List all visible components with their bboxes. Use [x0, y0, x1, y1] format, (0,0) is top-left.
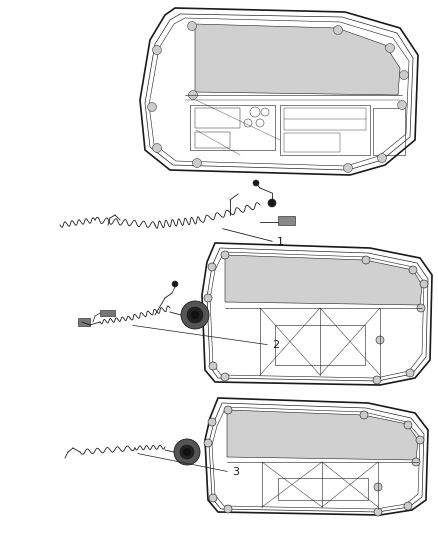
Circle shape [224, 505, 232, 513]
Circle shape [333, 26, 343, 35]
Circle shape [192, 158, 201, 167]
Circle shape [184, 448, 191, 456]
Text: 1: 1 [277, 237, 284, 247]
Circle shape [209, 494, 217, 502]
Circle shape [404, 502, 412, 510]
Circle shape [360, 411, 368, 419]
Circle shape [152, 45, 162, 54]
Circle shape [343, 164, 353, 173]
Circle shape [417, 304, 425, 312]
Circle shape [374, 483, 382, 491]
Circle shape [224, 406, 232, 414]
Circle shape [174, 439, 200, 465]
Circle shape [412, 458, 420, 466]
Circle shape [378, 154, 386, 163]
Circle shape [204, 294, 212, 302]
Polygon shape [78, 318, 90, 326]
Circle shape [398, 101, 406, 109]
Circle shape [208, 263, 216, 271]
Circle shape [404, 421, 412, 429]
Circle shape [374, 508, 382, 516]
Circle shape [180, 445, 194, 459]
Circle shape [181, 301, 209, 329]
Polygon shape [195, 24, 400, 95]
Polygon shape [278, 216, 295, 225]
Circle shape [253, 180, 259, 186]
Circle shape [373, 376, 381, 384]
Circle shape [362, 256, 370, 264]
Polygon shape [225, 255, 422, 305]
Circle shape [221, 251, 229, 259]
Circle shape [148, 102, 156, 111]
Polygon shape [100, 310, 115, 316]
Circle shape [268, 199, 276, 207]
Circle shape [187, 307, 203, 323]
Circle shape [208, 418, 216, 426]
Circle shape [204, 439, 212, 447]
Polygon shape [227, 410, 418, 460]
Circle shape [416, 436, 424, 444]
Circle shape [172, 281, 178, 287]
Circle shape [221, 373, 229, 381]
Text: 2: 2 [272, 340, 279, 350]
Circle shape [385, 44, 395, 52]
Circle shape [376, 336, 384, 344]
Circle shape [187, 21, 197, 30]
Circle shape [406, 369, 414, 377]
Circle shape [191, 311, 199, 319]
Circle shape [209, 362, 217, 370]
Circle shape [188, 91, 198, 100]
Circle shape [409, 266, 417, 274]
Circle shape [420, 280, 428, 288]
Circle shape [152, 143, 162, 152]
Circle shape [399, 70, 409, 79]
Text: 3: 3 [232, 467, 239, 477]
